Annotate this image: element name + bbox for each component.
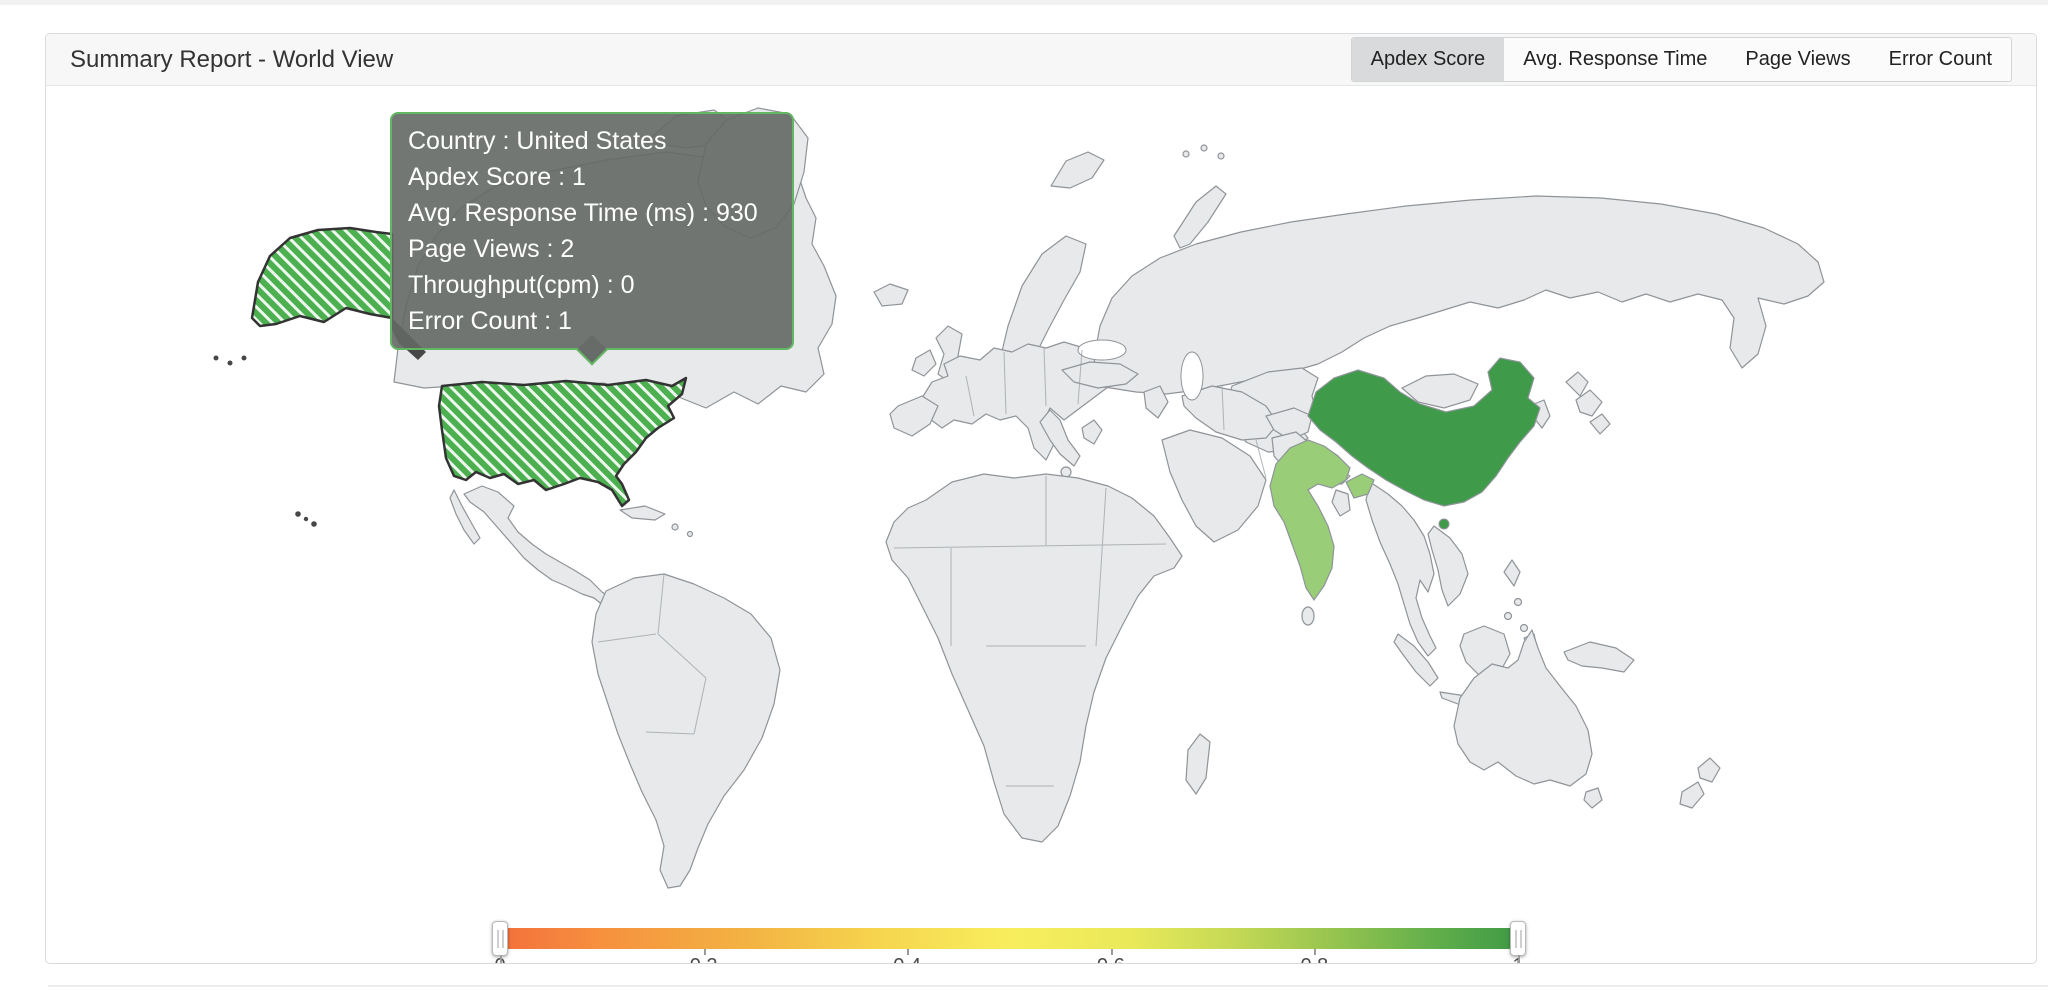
continent-south-america [591,573,781,889]
tooltip-error-count: Error Count : 1 [408,307,572,335]
legend-tick [1110,949,1113,955]
tooltip-avg-response-time: Avg. Response Time (ms) : 930 [408,199,758,227]
island-novaya-zemlya [1173,185,1227,249]
legend-tick-label: 0.6 [1097,955,1125,963]
aleutian-island [227,360,233,366]
caspian-sea [1180,351,1204,401]
country-vietnam [1427,525,1469,607]
island-hainan[interactable] [1438,518,1450,530]
map-tooltip: Country : United States Apdex Score : 1 … [390,112,794,366]
country-iceland [873,283,909,307]
region-levant [1143,385,1169,419]
country-bangladesh [1331,489,1351,517]
country-greece [1081,419,1103,445]
country-australia [1453,629,1593,787]
metric-toggle-group: Apdex Score Avg. Response Time Page View… [1350,37,2012,82]
color-scale-legend: 0 0.2 0.4 0.6 0.8 1 [492,921,1526,963]
tooltip-throughput: Throughput(cpm) : 0 [408,271,635,299]
country-philippines [1503,559,1521,587]
region-arabia [1161,429,1267,543]
philippine-island [1519,623,1529,633]
legend-tick-label: 0.2 [690,955,718,963]
country-mexico [449,489,481,545]
region-iberia [889,395,939,437]
aleutian-island [241,355,247,361]
legend-tick [703,949,706,955]
country-japan [1589,413,1611,435]
us-mainland [437,376,688,508]
page-title: Summary Report - World View [70,45,394,73]
country-ireland [911,349,937,377]
tab-avg-response-time[interactable]: Avg. Response Time [1504,38,1726,81]
island-svalbard [1050,151,1105,189]
caribbean-island [686,530,694,538]
country-russia [1093,195,1825,395]
hawaii-island [303,516,309,522]
country-mongolia[interactable] [1400,373,1479,409]
legend-min-handle[interactable] [492,921,508,963]
hawaii-island [311,521,317,527]
continent-africa [885,473,1183,843]
caribbean-island [671,523,679,531]
tab-apdex-score[interactable]: Apdex Score [1351,38,1505,81]
island-tasmania [1583,787,1603,809]
hawaii-island [295,511,301,517]
legend-tick-label: 0.8 [1300,955,1328,963]
us-alaska [250,226,394,328]
country-afghanistan [1265,407,1313,441]
island-sri-lanka [1301,606,1315,626]
black-sea [1077,339,1127,361]
tooltip-page-views: Page Views : 2 [408,235,575,263]
map-container: Country : United States Apdex Score : 1 … [46,86,2036,963]
aleutian-island [213,355,219,361]
region-southeast-asia [1365,481,1437,657]
summary-report-card: Summary Report - World View Apdex Score … [45,33,2037,964]
country-madagascar [1185,733,1211,795]
arctic-islet [1182,150,1190,158]
color-gradient-bar [492,921,1526,963]
legend-tick [1314,949,1317,955]
card-header: Summary Report - World View Apdex Score … [46,34,2036,86]
tooltip-apdex-score: Apdex Score : 1 [408,163,586,191]
philippine-island [1503,611,1513,621]
island-new-guinea [1563,641,1635,673]
country-india[interactable] [1269,439,1351,602]
internal-borders [597,347,1267,787]
legend-max-handle[interactable] [1510,921,1526,963]
island-sumatra [1393,633,1439,687]
country-new-zealand [1697,757,1721,783]
country-new-zealand [1679,781,1705,809]
tab-error-count[interactable]: Error Count [1870,38,2011,81]
country-china[interactable] [1307,357,1541,507]
tooltip-country: Country : United States [408,127,667,155]
country-iran [1181,385,1279,441]
country-japan [1565,371,1589,397]
outer-bottom-divider [48,985,2048,987]
country-cuba [619,505,666,521]
philippine-island [1513,597,1523,607]
arctic-islet [1200,144,1208,152]
legend-tick-label: 0.4 [893,955,921,963]
region-northeast-india[interactable] [1345,473,1375,499]
country-italy [1039,409,1081,467]
country-japan [1575,389,1603,417]
arctic-islet [1217,152,1225,160]
world-map[interactable] [46,86,2036,963]
country-mexico [463,485,625,617]
legend-tick [907,949,910,955]
tab-page-views[interactable]: Page Views [1726,38,1869,81]
window-top-edge [0,0,2048,5]
